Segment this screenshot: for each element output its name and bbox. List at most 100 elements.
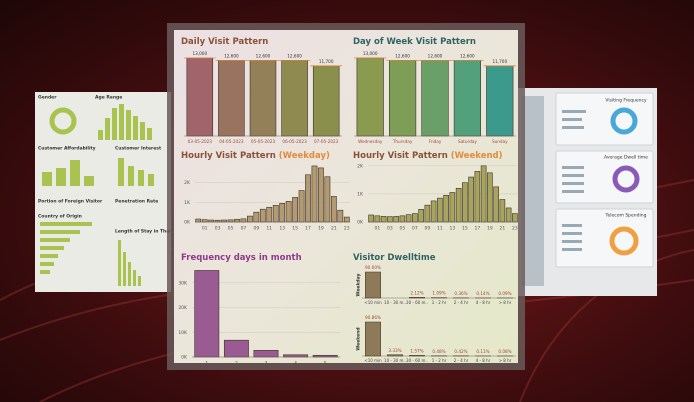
bar (214, 219, 221, 223)
x-tick-label: Sunday (492, 139, 508, 144)
bar (283, 354, 309, 358)
value-label: 90.00% (365, 265, 381, 270)
bar (234, 218, 240, 223)
value-label: 11,700 (492, 59, 507, 64)
bar (449, 192, 456, 223)
chart-title: Visitor Dwelltime (353, 253, 436, 263)
x-tick-label: 10 - 30 m.. (384, 358, 406, 363)
chart-title-text: Frequency days in month (181, 253, 302, 263)
row-label: Weekend (356, 327, 362, 350)
bar (259, 208, 266, 223)
value-label: 0.08% (498, 349, 511, 354)
x-tick-label: > 8 hr (499, 300, 512, 305)
chart-title-text: Visitor Dwelltime (353, 253, 436, 263)
bar (474, 171, 481, 223)
chart-title: Frequency days in month (181, 253, 302, 263)
x-tick-label: 17 (305, 226, 311, 232)
bar (330, 196, 337, 223)
value-label: 11,700 (319, 59, 334, 64)
x-tick-label: 2 - 4 hr (454, 300, 469, 305)
x-tick-label: 09 (253, 226, 259, 232)
chart-title: Day of Week Visit Pattern (353, 37, 476, 47)
x-tick-label: 19 (487, 226, 493, 232)
value-label: 0.42% (454, 349, 467, 354)
bar (437, 197, 443, 223)
x-tick-label: 30 - 60 m.. (406, 300, 428, 305)
x-tick-label: 05 (228, 226, 234, 232)
bar (356, 57, 384, 137)
bar (227, 219, 234, 223)
value-label: 12,600 (460, 53, 475, 58)
bar (292, 197, 298, 223)
charts: Daily Visit Pattern 03-05-2023 13,000 04-05… (178, 37, 518, 367)
value-label: 0.48% (432, 349, 445, 354)
bar (374, 215, 381, 223)
y-tick-label: 20K (178, 305, 188, 311)
panel-heading: Country of Origin (38, 214, 82, 220)
panel-heading: Customer Affordability (38, 146, 96, 152)
y-tick-label: 10K (178, 330, 188, 336)
bar (337, 209, 344, 223)
x-tick-label: 11 (437, 226, 443, 232)
value-label: 13,000 (363, 51, 378, 56)
bar (194, 270, 220, 358)
bar (380, 216, 387, 223)
bar (453, 60, 481, 137)
bar (443, 195, 449, 223)
value-label: 12,600 (287, 53, 302, 58)
value-label: 1.09% (432, 291, 445, 296)
y-tick-label: 2K (357, 163, 364, 169)
bar (393, 216, 399, 223)
bar (368, 214, 374, 223)
y-tick-label: 0K (181, 355, 188, 361)
value-label: 0.14% (476, 291, 489, 296)
bar (324, 176, 331, 223)
x-tick-label: 13 (279, 226, 285, 232)
chart-title-text: Day of Week Visit Pattern (353, 37, 476, 47)
panel-heading: Gender (38, 95, 57, 101)
bar (311, 165, 318, 223)
x-tick-label: 01 (375, 226, 381, 232)
bar (412, 213, 418, 223)
chart-title-text: Hourly Visit Pattern (181, 151, 276, 161)
x-tick-label: 30 - 60 m.. (406, 358, 428, 363)
x-tick-label: 4 - 8 hr (476, 300, 491, 305)
x-tick-label: 23 (512, 226, 518, 232)
right-dashboard-cards (522, 92, 654, 286)
x-tick-label: 04-05-2023 (219, 139, 244, 144)
bar (365, 321, 381, 357)
bar (430, 200, 437, 223)
x-tick-label: 01 (202, 226, 208, 232)
value-label: 0.11% (476, 349, 489, 354)
chart-title: Hourly Visit Pattern (Weekend) (353, 151, 503, 161)
bar (462, 182, 468, 223)
bar (409, 297, 425, 299)
y-tick-label: 0K (184, 220, 191, 226)
chart-title-text: Daily Visit Pattern (181, 37, 268, 47)
x-tick-label: 1 - 2 hr (432, 358, 447, 363)
x-tick-label: 07-05-2023 (314, 139, 339, 144)
x-tick-label: 11 (266, 226, 272, 232)
x-tick-label: 19 (318, 226, 324, 232)
chart-title: Hourly Visit Pattern (Weekday) (181, 151, 330, 161)
x-tick-label: 13 (450, 226, 456, 232)
x-tick-label: 06-05-2023 (282, 139, 307, 144)
value-label: 0.09% (498, 291, 511, 296)
x-tick-label: 03 (215, 226, 221, 232)
y-tick-label: 30K (178, 280, 188, 286)
chart-title-suffix: (Weekday) (279, 151, 330, 161)
bar (186, 57, 214, 137)
y-tick-label: 2K (184, 180, 191, 186)
bar (281, 60, 308, 137)
bar (365, 271, 381, 299)
bar (247, 215, 253, 223)
x-tick-label: 15 (292, 226, 298, 232)
bar (249, 60, 277, 137)
x-tick-label: 07 (241, 226, 247, 232)
bar (240, 218, 247, 223)
x-tick-label: 23 (344, 226, 350, 232)
bar (418, 209, 424, 223)
panel-heading: Age Range (95, 95, 122, 101)
panel-heading: Visiting Frequency (605, 98, 647, 104)
x-tick-label: <10 min (364, 358, 382, 363)
